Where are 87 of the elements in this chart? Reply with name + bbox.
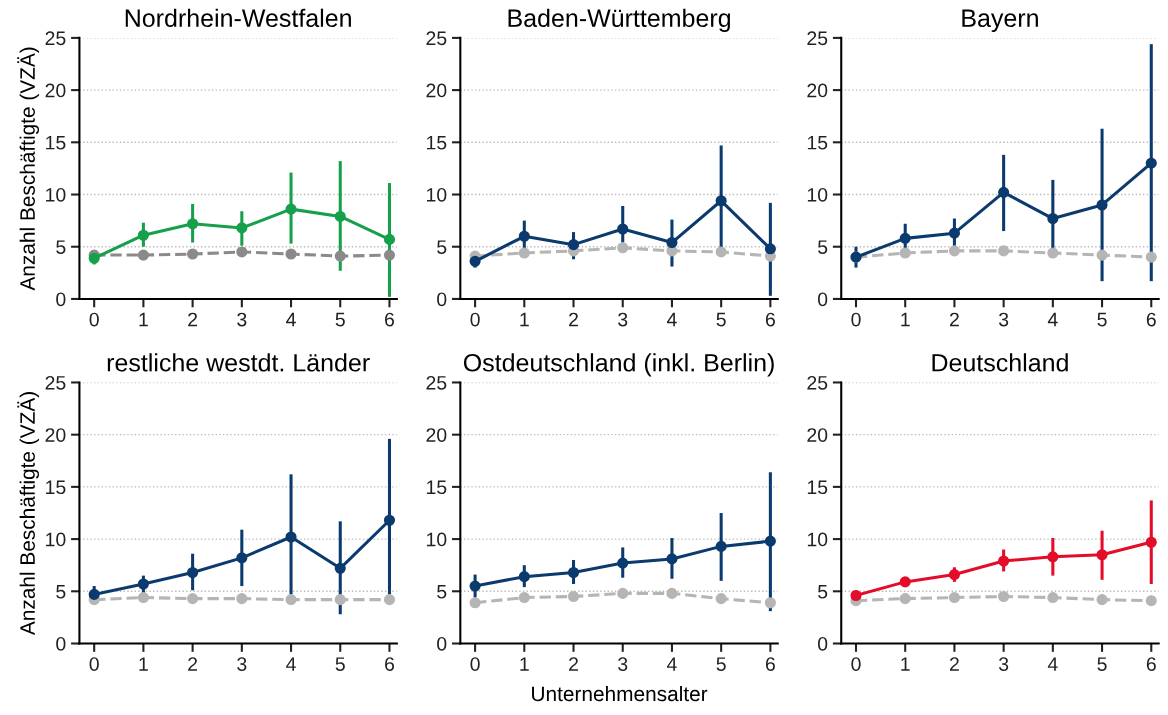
x-tick-label: 5 — [335, 657, 345, 671]
y-tick-label: 20 — [807, 83, 828, 98]
y-tick-label: 0 — [817, 292, 828, 307]
y-tick-label: 15 — [426, 135, 447, 150]
y-tick-label: 0 — [56, 292, 66, 307]
y-tick-label: 20 — [807, 428, 828, 442]
x-tick-label: 4 — [286, 312, 296, 327]
x-tick-label: 4 — [286, 657, 296, 671]
x-tick-label: 5 — [1097, 312, 1107, 327]
y-tick-label: 25 — [807, 31, 828, 46]
x-tick-label: 1 — [139, 312, 148, 327]
y-axis-title: Anzahl Beschäftigte (VZÄ) — [17, 392, 40, 636]
x-tick-label: 1 — [139, 657, 148, 671]
y-tick-label: 15 — [807, 135, 828, 150]
x-tick-label: 3 — [998, 312, 1009, 327]
chart-title: Ostdeutschland (inkl. Berlin) — [463, 353, 774, 377]
x-axis-title: Unternehmensalter — [532, 685, 708, 702]
x-tick-label: 4 — [1047, 312, 1058, 327]
x-tick-label: 0 — [851, 312, 861, 327]
x-tick-label: 3 — [237, 657, 247, 671]
y-tick-label: 10 — [46, 187, 66, 202]
y-tick-label: 15 — [426, 480, 447, 495]
y-tick-label: 5 — [437, 240, 447, 254]
y-tick-label: 25 — [45, 375, 66, 390]
x-tick-label: 0 — [89, 657, 99, 671]
x-tick-label: 6 — [765, 312, 775, 327]
y-tick-label: 0 — [437, 636, 447, 651]
x-tick-label: 0 — [851, 657, 861, 671]
x-tick-label: 0 — [470, 657, 480, 671]
x-tick-label: 5 — [716, 312, 726, 327]
x-tick-label: 2 — [950, 312, 959, 327]
x-tick-label: 1 — [901, 657, 910, 671]
x-tick-label: 1 — [901, 312, 910, 327]
x-tick-label: 3 — [998, 657, 1009, 671]
x-tick-label: 1 — [520, 657, 529, 671]
x-tick-label: 0 — [89, 312, 99, 327]
x-tick-label: 4 — [666, 312, 677, 327]
y-tick-label: 10 — [426, 532, 447, 547]
x-tick-label: 1 — [520, 312, 529, 327]
y-tick-label: 25 — [426, 375, 447, 390]
x-tick-label: 2 — [569, 657, 578, 671]
y-tick-label: 10 — [807, 187, 828, 202]
y-tick-label: 5 — [56, 584, 66, 599]
x-tick-label: 3 — [618, 657, 628, 671]
x-tick-label: 2 — [188, 657, 198, 671]
x-tick-label: 2 — [569, 312, 578, 327]
y-tick-label: 15 — [807, 480, 828, 495]
x-tick-label: 6 — [385, 657, 395, 671]
y-tick-label: 10 — [426, 187, 447, 202]
chart-title: restliche westdt. Länder — [107, 353, 370, 372]
x-tick-label: 0 — [470, 312, 480, 327]
x-tick-label: 4 — [1047, 657, 1058, 671]
y-tick-label: 15 — [46, 480, 66, 495]
x-tick-label: 6 — [765, 657, 775, 671]
y-tick-label: 5 — [818, 240, 828, 254]
x-tick-label: 3 — [237, 312, 247, 327]
x-tick-label: 3 — [618, 312, 628, 327]
y-tick-label: 0 — [437, 292, 447, 307]
y-tick-label: 20 — [45, 83, 66, 98]
x-tick-label: 5 — [1097, 657, 1107, 671]
chart-title: Baden-Württemberg — [508, 8, 730, 32]
x-tick-label: 6 — [385, 312, 395, 327]
x-tick-label: 2 — [950, 657, 959, 671]
y-tick-label: 5 — [56, 240, 66, 254]
x-tick-label: 4 — [666, 657, 677, 671]
y-tick-label: 25 — [807, 375, 828, 390]
x-tick-label: 6 — [1146, 312, 1156, 327]
chart-title: Deutschland — [932, 353, 1068, 372]
y-axis-title: Anzahl Beschäftigte (VZÄ) — [17, 47, 40, 291]
y-tick-label: 15 — [46, 135, 66, 150]
y-tick-label: 20 — [45, 428, 66, 442]
y-tick-label: 5 — [437, 584, 447, 599]
y-tick-label: 10 — [46, 532, 66, 547]
y-tick-label: 25 — [45, 31, 66, 46]
y-tick-label: 5 — [818, 584, 828, 599]
y-tick-label: 25 — [426, 31, 447, 46]
x-tick-label: 6 — [1146, 657, 1156, 671]
y-tick-label: 0 — [56, 636, 66, 651]
y-tick-label: 20 — [426, 83, 447, 98]
y-tick-label: 10 — [807, 532, 828, 547]
y-tick-label: 20 — [426, 428, 447, 442]
chart-title: Nordrhein-Westfalen — [125, 8, 351, 28]
x-tick-label: 5 — [716, 657, 726, 671]
x-tick-label: 5 — [335, 312, 345, 327]
chart-title: Bayern — [962, 9, 1038, 32]
x-tick-label: 2 — [188, 312, 198, 327]
y-tick-label: 0 — [817, 636, 828, 651]
